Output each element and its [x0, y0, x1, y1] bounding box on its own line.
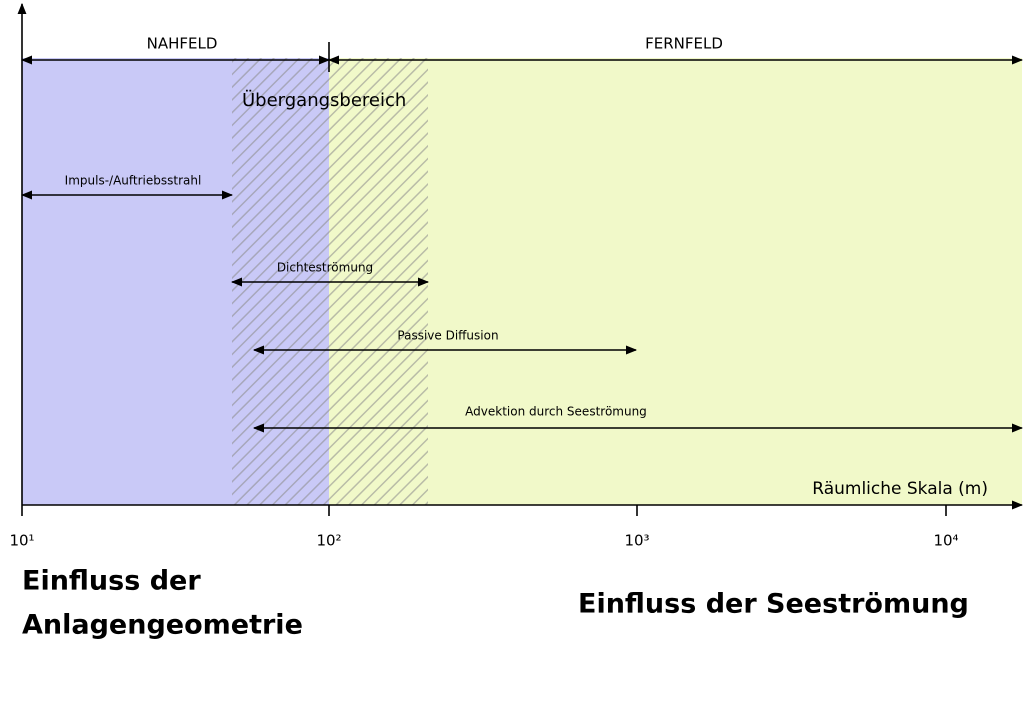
process-label: Impuls-/Auftriebsstrahl [65, 174, 202, 188]
zone-label: NAHFELD [147, 35, 218, 53]
influence-label: Einfluss der Seeströmung [578, 589, 969, 620]
tick-label: 10⁴ [933, 532, 958, 550]
process-label: Passive Diffusion [397, 329, 498, 343]
influence-label: Einfluss der [22, 566, 201, 597]
influence-label: Anlagengeometrie [22, 610, 303, 641]
zone-label: Übergangsbereich [242, 89, 406, 111]
axis-ticks [21, 505, 947, 516]
tick-label: 10¹ [9, 532, 34, 550]
zone-label: FERNFELD [645, 35, 723, 53]
axis-label: Räumliche Skala (m) [812, 479, 988, 499]
process-label: Advektion durch Seeströmung [465, 405, 647, 419]
process-label: Dichteströmung [277, 261, 373, 275]
tick-label: 10² [316, 532, 341, 550]
far-field-region [329, 58, 1022, 505]
tick-label: 10³ [624, 532, 649, 550]
